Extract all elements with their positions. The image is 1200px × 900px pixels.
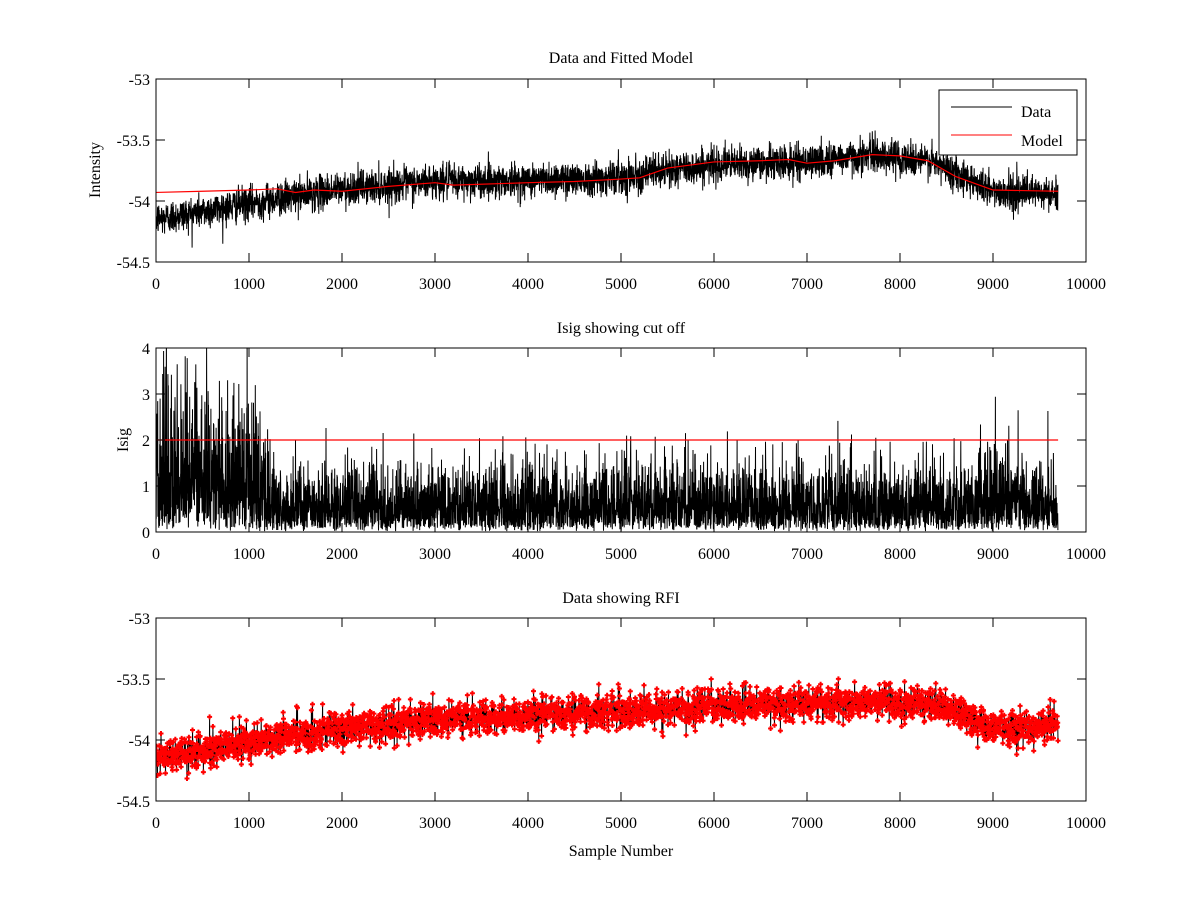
chart-title: Data and Fitted Model <box>549 50 694 67</box>
series-rfi-markers <box>156 676 1061 781</box>
x-tick-label: 2000 <box>326 815 358 832</box>
x-tick-label: 6000 <box>698 815 730 832</box>
x-tick-label: 6000 <box>698 546 730 563</box>
x-tick-label: 2000 <box>326 546 358 563</box>
x-tick-label: 0 <box>152 546 160 563</box>
legend-label-model: Model <box>1021 133 1063 150</box>
x-tick-label: 1000 <box>233 815 265 832</box>
series-data-line <box>156 130 1059 248</box>
axes-frame <box>155 347 1087 533</box>
x-tick-label: 1000 <box>233 276 265 293</box>
x-tick-label: 8000 <box>884 276 916 293</box>
axes-frame <box>155 78 1087 263</box>
axes-frame <box>155 617 1087 802</box>
y-axis-label: Isig <box>115 428 132 452</box>
y-tick-label: -54 <box>129 194 150 211</box>
y-tick-label: -53.5 <box>117 672 150 689</box>
x-tick-label: 10000 <box>1066 276 1106 293</box>
x-tick-label: 5000 <box>605 276 637 293</box>
x-tick-label: 10000 <box>1066 546 1106 563</box>
legend-box <box>938 89 1078 156</box>
series-isig-line <box>156 348 1059 532</box>
y-tick-label: 0 <box>142 525 150 542</box>
legend-label-data: Data <box>1021 104 1051 121</box>
y-tick-label: -54.5 <box>117 794 150 811</box>
y-tick-label: 2 <box>142 433 150 450</box>
chart-title: Data showing RFI <box>562 590 679 607</box>
y-tick-label: -53 <box>129 611 150 628</box>
data-layer <box>156 130 1061 781</box>
legend: Data Model <box>938 89 1078 156</box>
x-tick-label: 1000 <box>233 546 265 563</box>
x-tick-label: 2000 <box>326 276 358 293</box>
x-tick-label: 4000 <box>512 815 544 832</box>
y-tick-label: -54 <box>129 733 150 750</box>
x-tick-label: 9000 <box>977 276 1009 293</box>
chart-title: Isig showing cut off <box>557 320 686 337</box>
x-tick-label: 4000 <box>512 546 544 563</box>
x-tick-label: 0 <box>152 815 160 832</box>
x-tick-label: 3000 <box>419 276 451 293</box>
y-tick-label: 3 <box>142 387 150 404</box>
x-tick-label: 5000 <box>605 546 637 563</box>
plot-area <box>156 348 1059 532</box>
y-tick-label: -53.5 <box>117 133 150 150</box>
panel-isig-cut-off: Isig showing cut off Isig 0 1 2 3 4 0 1000 200… <box>115 320 1106 563</box>
x-tick-label: 7000 <box>791 276 823 293</box>
y-tick-label: 1 <box>142 479 150 496</box>
panel-data-showing-rfi: Data showing RFI Sample Number -53 -53.5 -… <box>117 590 1106 860</box>
x-tick-label: 0 <box>152 276 160 293</box>
series-model-line <box>156 154 1059 194</box>
x-tick-label: 9000 <box>977 815 1009 832</box>
x-tick-label: 4000 <box>512 276 544 293</box>
x-tick-label: 10000 <box>1066 815 1106 832</box>
x-tick-label: 3000 <box>419 815 451 832</box>
x-tick-label: 8000 <box>884 815 916 832</box>
x-tick-label: 7000 <box>791 546 823 563</box>
x-tick-label: 3000 <box>419 546 451 563</box>
y-tick-label: -53 <box>129 72 150 89</box>
x-tick-label: 5000 <box>605 815 637 832</box>
y-tick-label: 4 <box>142 341 150 358</box>
y-axis-label: Intensity <box>87 142 104 198</box>
x-tick-label: 6000 <box>698 276 730 293</box>
x-tick-label: 8000 <box>884 546 916 563</box>
y-tick-label: -54.5 <box>117 255 150 272</box>
plot-area <box>156 130 1059 248</box>
x-axis-label: Sample Number <box>569 843 674 860</box>
plot-area <box>156 676 1061 781</box>
x-tick-label: 9000 <box>977 546 1009 563</box>
x-tick-label: 7000 <box>791 815 823 832</box>
